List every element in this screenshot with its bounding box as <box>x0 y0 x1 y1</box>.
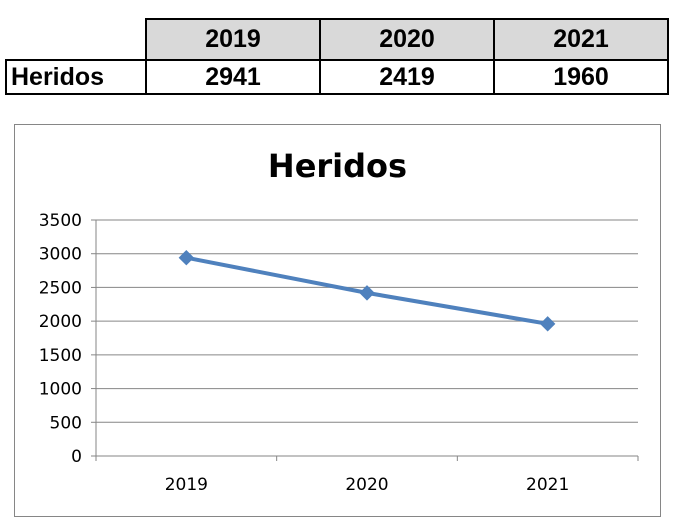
table-row-label: Heridos <box>5 59 147 95</box>
table-header-row: 2019 2020 2021 <box>6 18 669 61</box>
x-tick-label: 2021 <box>526 475 569 495</box>
chart-area: Heridos 0 500 1000 1500 2000 2500 3000 3500 2019… <box>14 124 661 517</box>
x-tick-label: 2020 <box>345 475 388 495</box>
chart-title: Heridos <box>267 147 408 185</box>
line-chart: 0 500 1000 1500 2000 2500 3000 3500 2019 2020 2021 <box>39 211 639 495</box>
y-tick-label: 3000 <box>39 245 82 265</box>
y-tick-label: 500 <box>50 413 82 433</box>
table-row: Heridos 2941 2419 1960 <box>5 59 669 95</box>
y-tick-label: 3500 <box>39 211 82 231</box>
data-table: 2019 2020 2021 Heridos 2941 2419 1960 <box>5 18 669 95</box>
y-tick-label: 0 <box>71 447 82 467</box>
data-point-marker <box>359 285 375 301</box>
y-tick-label: 2000 <box>39 312 82 332</box>
table-header-2020: 2020 <box>319 18 495 61</box>
y-tick-label: 1000 <box>39 380 82 400</box>
y-tick-label: 1500 <box>39 346 82 366</box>
table-cell-2020: 2419 <box>319 59 495 95</box>
y-tick-label: 2500 <box>39 278 82 298</box>
data-point-marker <box>178 249 195 266</box>
table-cell-2019: 2941 <box>145 59 321 95</box>
table-header-2021: 2021 <box>493 18 669 61</box>
table-header-2019: 2019 <box>145 18 321 61</box>
table-corner-cell <box>6 19 146 60</box>
table-cell-2021: 1960 <box>493 59 669 95</box>
x-tick-label: 2019 <box>165 475 208 495</box>
data-point-marker <box>539 316 556 332</box>
